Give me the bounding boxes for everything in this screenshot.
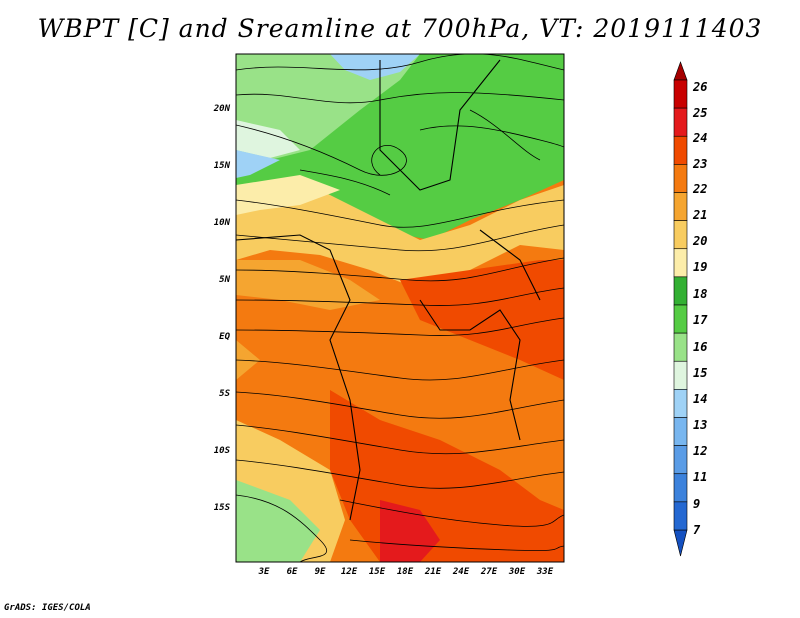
- lon-label: 27E: [480, 567, 498, 577]
- colorbar-cell: [673, 360, 688, 390]
- colorbar-label: 22: [693, 182, 708, 196]
- lon-label: 3E: [258, 567, 270, 577]
- colorbar-cell: [673, 445, 688, 475]
- colorbar-label: 11: [693, 470, 708, 484]
- lat-label: 5S: [219, 389, 230, 399]
- colorbar-label: 7: [693, 523, 701, 537]
- colorbar-cell: [673, 501, 688, 531]
- colorbar-cell: [673, 220, 688, 250]
- colorbar-label: 14: [693, 392, 708, 406]
- colorbar-cell: [673, 473, 688, 503]
- colorbar-label: 20: [693, 234, 708, 248]
- colorbar-label: 23: [693, 157, 708, 171]
- lon-label: 12E: [340, 567, 358, 577]
- colorbar-label: 21: [693, 208, 708, 222]
- colorbar-cell: [673, 417, 688, 446]
- colorbar-label: 13: [693, 418, 708, 432]
- lon-label: 30E: [508, 567, 526, 577]
- colorbar-label: 17: [693, 313, 708, 327]
- lon-label: 24E: [452, 567, 470, 577]
- lat-label: 20N: [213, 104, 230, 114]
- map-frame: [235, 53, 565, 563]
- colorbar-cell: [673, 192, 688, 221]
- lat-label: 5N: [219, 275, 230, 285]
- chart-title: WBPT [C] and Sreamline at 700hPa, VT: 20…: [37, 14, 763, 43]
- colorbar-cell: [673, 389, 688, 418]
- colorbar-label: 16: [693, 340, 708, 354]
- colorbar-bottom-arrow: [673, 529, 688, 557]
- grads-credit: GrADS: IGES/COLA: [4, 603, 91, 613]
- colorbar-label: 24: [693, 131, 708, 145]
- lon-label: 6E: [286, 567, 298, 577]
- lon-label: 9E: [314, 567, 326, 577]
- colorbar: [673, 61, 688, 557]
- colorbar-cell: [673, 107, 688, 137]
- colorbar-label: 26: [693, 80, 708, 94]
- colorbar-label: 25: [693, 106, 708, 120]
- colorbar-label: 15: [693, 366, 708, 380]
- colorbar-top-arrow: [673, 61, 688, 81]
- lat-label: 10S: [213, 446, 230, 456]
- colorbar-cell: [673, 79, 688, 109]
- colorbar-label: 19: [693, 260, 708, 274]
- streamlines: [236, 54, 564, 562]
- wbpt-shading: [236, 54, 564, 562]
- lat-label: 15S: [213, 503, 230, 513]
- colorbar-label: 18: [693, 287, 708, 301]
- colorbar-label: 12: [693, 444, 708, 458]
- lat-label: EQ: [219, 332, 230, 342]
- colorbar-cell: [673, 276, 688, 306]
- lon-label: 21E: [424, 567, 442, 577]
- lat-label: 15N: [213, 161, 230, 171]
- colorbar-cell: [673, 164, 688, 193]
- colorbar-label: 9: [693, 497, 701, 511]
- lon-label: 33E: [536, 567, 554, 577]
- lat-label: 10N: [213, 218, 230, 228]
- country-borders: [236, 59, 541, 521]
- colorbar-cell: [673, 332, 688, 362]
- colorbar-cell: [673, 248, 688, 278]
- colorbar-cell: [673, 135, 688, 165]
- lon-label: 15E: [368, 567, 386, 577]
- lon-label: 18E: [396, 567, 414, 577]
- colorbar-cell: [673, 304, 688, 334]
